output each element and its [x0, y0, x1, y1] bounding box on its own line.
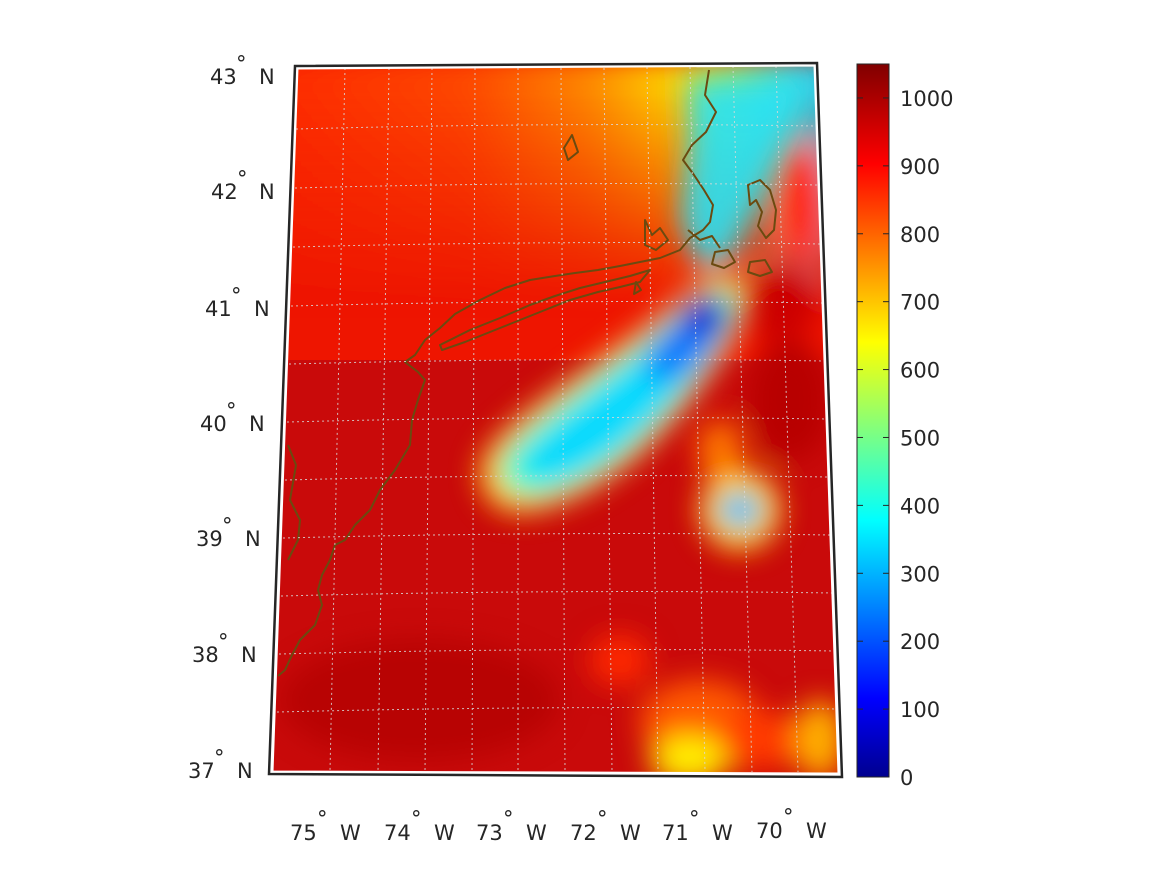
- degree-symbol: °: [236, 52, 247, 76]
- degree-symbol: °: [411, 807, 422, 831]
- lon-label-72-hemi: W: [620, 821, 641, 845]
- degree-symbol: °: [783, 805, 794, 829]
- lon-label-71: 71 ° W: [662, 807, 733, 845]
- colorbar-tick-label: 500: [900, 426, 940, 450]
- lat-label-40-hemi: N: [249, 412, 265, 436]
- lon-label-72: 72 ° W: [570, 807, 641, 845]
- lat-label-40-deg: 40: [200, 412, 227, 436]
- colorbar-tick-label: 800: [900, 223, 940, 247]
- lon-label-74-hemi: W: [434, 821, 455, 845]
- lat-label-39-hemi: N: [245, 527, 261, 551]
- colorbar-tick-label: 100: [900, 698, 940, 722]
- map-frame-inner: [270, 63, 841, 776]
- lat-label-39: 39 ° N: [196, 514, 261, 551]
- graticule: [276, 65, 838, 773]
- degree-symbol: °: [218, 630, 229, 654]
- degree-symbol: °: [503, 807, 514, 831]
- lat-label-39-deg: 39: [196, 527, 223, 551]
- lat-label-43-deg: 43: [210, 65, 237, 89]
- colorbar-tick-label: 600: [900, 359, 940, 383]
- lat-label-42-deg: 42: [211, 180, 238, 204]
- lon-label-70: 70 ° W: [756, 805, 827, 843]
- lat-label-37-hemi: N: [237, 759, 253, 783]
- lon-label-74: 74 ° W: [384, 807, 455, 845]
- degree-symbol: °: [689, 807, 700, 831]
- lat-labels: 43 ° N 42 ° N 41 ° N 40 ° N 39 ° N 38 ° …: [188, 52, 275, 783]
- lon-label-75-hemi: W: [340, 821, 361, 845]
- colorbar-border: [856, 63, 890, 778]
- lat-label-38: 38 ° N: [192, 630, 257, 667]
- degree-symbol: °: [226, 399, 237, 423]
- degree-symbol: °: [222, 514, 233, 538]
- lat-label-37: 37 ° N: [188, 746, 253, 783]
- colorbar-tick-label: 400: [900, 494, 940, 518]
- degree-symbol: °: [597, 807, 608, 831]
- degree-symbol: °: [214, 746, 225, 770]
- colorbar-tick-label: 300: [900, 562, 940, 586]
- lat-label-40: 40 ° N: [200, 399, 265, 436]
- lat-label-41-deg: 41: [205, 297, 232, 321]
- lon-label-73: 73 ° W: [476, 807, 547, 845]
- lat-label-43: 43 ° N: [210, 52, 275, 89]
- colorbar-tick-label: 1000: [900, 87, 953, 111]
- low-value-plume: [479, 78, 810, 513]
- lat-label-42-hemi: N: [259, 180, 275, 204]
- lon-label-71-deg: 71: [662, 821, 689, 845]
- lat-label-43-hemi: N: [259, 65, 275, 89]
- map-panel: [272, 65, 839, 774]
- lon-label-73-hemi: W: [526, 821, 547, 845]
- lat-label-37-deg: 37: [188, 759, 215, 783]
- coastline: [277, 69, 777, 677]
- lat-label-41-hemi: N: [254, 297, 270, 321]
- lon-label-71-hemi: W: [712, 821, 733, 845]
- colorbar-tick-label: 700: [900, 291, 940, 315]
- degree-symbol: °: [237, 167, 248, 191]
- lon-label-75-deg: 75: [290, 821, 317, 845]
- lon-label-74-deg: 74: [384, 821, 411, 845]
- colorbar-gradient: [857, 64, 889, 777]
- lon-label-72-deg: 72: [570, 821, 597, 845]
- lat-label-41: 41 ° N: [205, 284, 270, 321]
- lat-label-38-hemi: N: [241, 643, 257, 667]
- lon-label-70-hemi: W: [806, 819, 827, 843]
- degree-symbol: °: [231, 284, 242, 308]
- colorbar-tick-label: 200: [900, 630, 940, 654]
- degree-symbol: °: [317, 807, 328, 831]
- lon-label-73-deg: 73: [476, 821, 503, 845]
- colorbar-tick-label: 900: [900, 155, 940, 179]
- lon-labels: 75 ° W 74 ° W 73 ° W 72 ° W 71 ° W 70 ° …: [290, 805, 827, 845]
- lat-label-38-deg: 38: [192, 643, 219, 667]
- colorbar-tick-label: 0: [900, 766, 913, 790]
- lon-label-70-deg: 70: [756, 819, 783, 843]
- map-frame: [267, 61, 844, 779]
- lon-label-75: 75 ° W: [290, 807, 361, 845]
- lat-label-42: 42 ° N: [211, 167, 275, 204]
